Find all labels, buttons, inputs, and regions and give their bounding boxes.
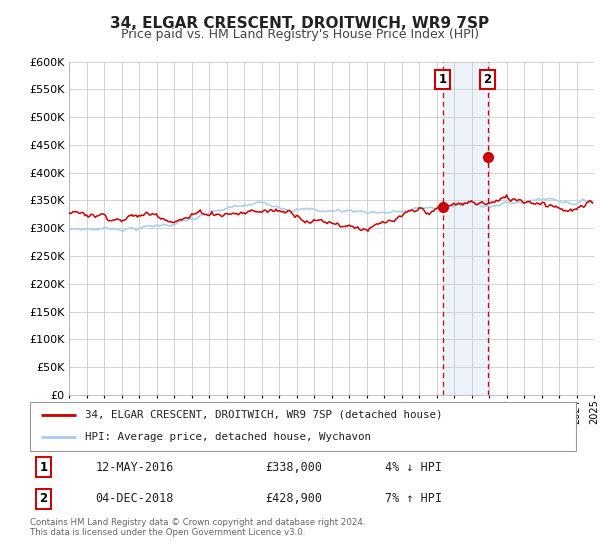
Text: 2: 2: [40, 492, 48, 505]
Text: 04-DEC-2018: 04-DEC-2018: [95, 492, 174, 505]
Text: Contains HM Land Registry data © Crown copyright and database right 2024.
This d: Contains HM Land Registry data © Crown c…: [30, 518, 365, 538]
Text: £338,000: £338,000: [265, 461, 322, 474]
Text: 34, ELGAR CRESCENT, DROITWICH, WR9 7SP: 34, ELGAR CRESCENT, DROITWICH, WR9 7SP: [110, 16, 490, 31]
Text: £428,900: £428,900: [265, 492, 322, 505]
Bar: [443, 62, 488, 395]
Text: 2: 2: [484, 73, 491, 86]
Text: 12-MAY-2016: 12-MAY-2016: [95, 461, 174, 474]
Text: 1: 1: [40, 461, 48, 474]
Text: 34, ELGAR CRESCENT, DROITWICH, WR9 7SP (detached house): 34, ELGAR CRESCENT, DROITWICH, WR9 7SP (…: [85, 410, 442, 420]
Text: 4% ↓ HPI: 4% ↓ HPI: [385, 461, 442, 474]
Text: 7% ↑ HPI: 7% ↑ HPI: [385, 492, 442, 505]
Text: HPI: Average price, detached house, Wychavon: HPI: Average price, detached house, Wych…: [85, 432, 371, 442]
FancyBboxPatch shape: [30, 402, 576, 451]
Text: Price paid vs. HM Land Registry's House Price Index (HPI): Price paid vs. HM Land Registry's House …: [121, 28, 479, 41]
Text: 1: 1: [439, 73, 447, 86]
